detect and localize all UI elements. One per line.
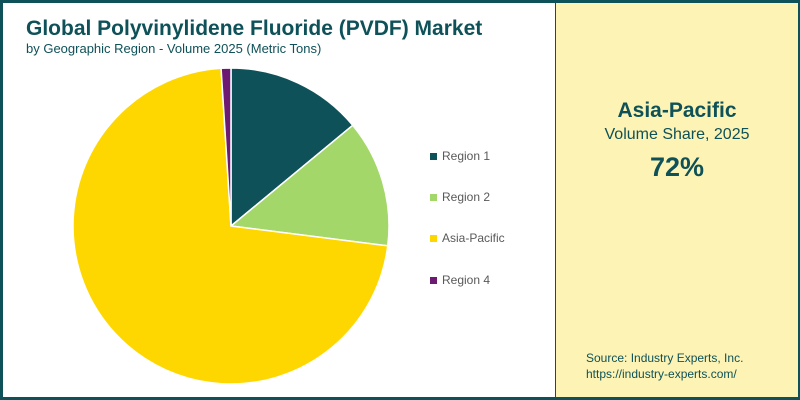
pie-slice-region-2: [229, 124, 390, 247]
pie-slice-region-1: [230, 67, 354, 228]
highlight-region: Asia-Pacific: [617, 99, 737, 122]
source-note: Source: Industry Experts, Inc. https://i…: [586, 350, 743, 382]
chart-panel: Global Polyvinylidene Fluoride (PVDF) Ma…: [3, 3, 554, 397]
highlight-panel: Asia-Pacific Volume Share, 2025 72% Sour…: [555, 3, 798, 397]
legend-item-region-1: Region 1: [430, 148, 490, 164]
pie-slice-asia-pacific: [72, 67, 389, 385]
pie-slice-region-4: [220, 67, 232, 227]
source-text: Source: Industry Experts, Inc.: [586, 351, 744, 365]
legend-item-asia-pacific: Asia-Pacific: [430, 230, 505, 246]
chart-subtitle: by Geographic Region - Volume 2025 (Metr…: [26, 41, 322, 56]
legend-label: Region 1: [442, 149, 491, 163]
legend-swatch: [430, 234, 437, 242]
legend-item-region-4: Region 4: [430, 272, 490, 288]
legend-label: Region 4: [442, 273, 491, 287]
legend-label: Asia-Pacific: [442, 231, 505, 245]
legend-swatch: [430, 152, 437, 160]
legend-swatch: [430, 276, 437, 284]
pie-chart: [72, 67, 390, 385]
highlight-value: 72%: [649, 152, 705, 182]
highlight-metric: Volume Share, 2025: [604, 126, 750, 143]
legend-item-region-2: Region 2: [430, 189, 490, 205]
chart-title: Global Polyvinylidene Fluoride (PVDF) Ma…: [26, 17, 483, 40]
source-url: https://industry-experts.com/: [586, 367, 737, 381]
legend-swatch: [430, 193, 437, 201]
legend-label: Region 2: [442, 190, 491, 204]
